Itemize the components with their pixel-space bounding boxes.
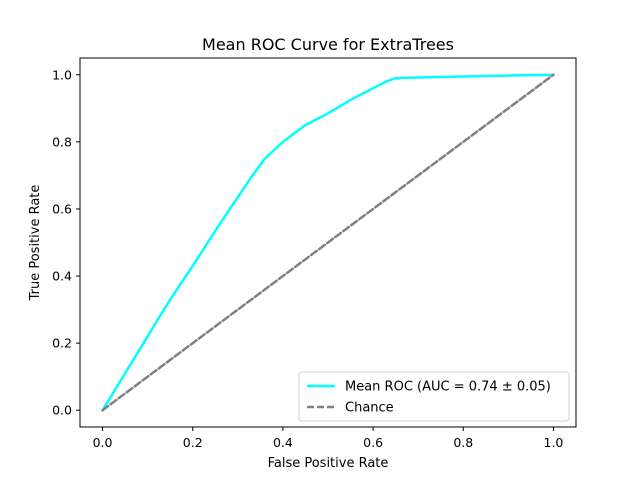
x-tick-label: 0.2 [183, 435, 203, 450]
y-tick-label: 0.6 [52, 201, 72, 216]
x-tick-label: 0.0 [93, 435, 113, 450]
axes [79, 57, 577, 428]
legend-label-chance: Chance [345, 401, 394, 416]
y-tick-label: 1.0 [52, 67, 72, 82]
y-axis-label: True Positive Rate [28, 185, 43, 302]
y-tick-label: 0.0 [52, 403, 72, 418]
legend: Mean ROC (AUC = 0.74 ± 0.05) Chance [298, 371, 570, 422]
x-axis-label: False Positive Rate [268, 456, 389, 471]
y-tick-label: 0.8 [52, 134, 72, 149]
axes-frame [79, 57, 577, 428]
x-tick-label: 1.0 [544, 435, 564, 450]
legend-label-mean-roc: Mean ROC (AUC = 0.74 ± 0.05) [345, 380, 551, 395]
chart-title: Mean ROC Curve for ExtraTrees [202, 35, 454, 54]
y-axis-ticks: 0.0 0.2 0.4 0.6 0.8 1.0 [52, 67, 80, 418]
x-tick-label: 0.4 [273, 435, 293, 450]
series-line-chance [101, 73, 555, 412]
plot-area [101, 73, 555, 412]
x-tick-label: 0.8 [453, 435, 473, 450]
y-tick-label: 0.4 [52, 269, 72, 284]
series-line-mean-roc [101, 73, 555, 412]
x-axis-ticks: 0.0 0.2 0.4 0.6 0.8 1.0 [93, 427, 564, 450]
y-tick-label: 0.2 [52, 336, 72, 351]
x-tick-label: 0.6 [363, 435, 383, 450]
legend-frame [298, 371, 570, 422]
